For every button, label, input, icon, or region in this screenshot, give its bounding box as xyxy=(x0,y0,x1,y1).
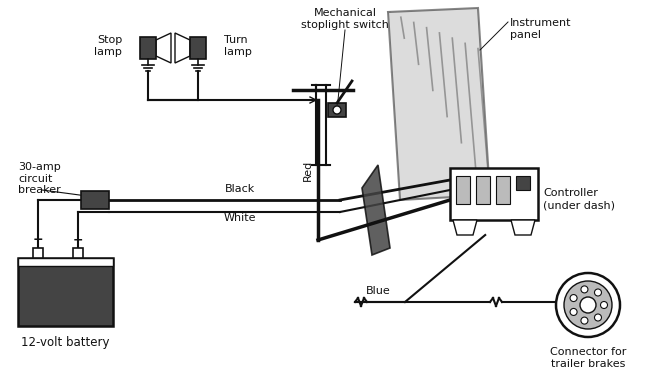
Text: Turn
lamp: Turn lamp xyxy=(224,35,252,57)
Bar xyxy=(140,37,156,59)
Polygon shape xyxy=(453,220,477,235)
Circle shape xyxy=(595,289,601,296)
Circle shape xyxy=(581,286,588,293)
FancyBboxPatch shape xyxy=(328,103,346,117)
Polygon shape xyxy=(175,33,190,63)
Polygon shape xyxy=(511,220,535,235)
Bar xyxy=(190,37,206,59)
Text: White: White xyxy=(224,213,256,223)
Polygon shape xyxy=(156,33,171,63)
Polygon shape xyxy=(362,165,390,255)
Text: 12-volt battery: 12-volt battery xyxy=(21,336,110,349)
Circle shape xyxy=(333,106,341,114)
Text: Stop
lamp: Stop lamp xyxy=(94,35,122,57)
Circle shape xyxy=(580,297,596,313)
Text: Controller
(under dash): Controller (under dash) xyxy=(543,188,615,210)
Text: Blue: Blue xyxy=(365,286,391,296)
Circle shape xyxy=(581,317,588,324)
Text: Mechanical
stoplight switch: Mechanical stoplight switch xyxy=(301,8,389,30)
Text: −: − xyxy=(73,233,83,246)
Text: Connector for
trailer brakes: Connector for trailer brakes xyxy=(550,347,626,369)
Bar xyxy=(516,176,530,190)
Circle shape xyxy=(570,309,577,315)
Circle shape xyxy=(564,281,612,329)
Polygon shape xyxy=(388,8,490,200)
FancyBboxPatch shape xyxy=(496,176,510,204)
Bar xyxy=(18,258,113,326)
Circle shape xyxy=(601,301,608,309)
Bar xyxy=(81,191,109,209)
Text: 30-amp
circuit
breaker: 30-amp circuit breaker xyxy=(18,162,60,195)
Bar xyxy=(33,248,43,258)
Circle shape xyxy=(570,294,577,302)
Bar xyxy=(73,248,83,258)
Bar xyxy=(18,258,113,266)
Text: Red: Red xyxy=(303,159,313,180)
Text: Instrument
panel: Instrument panel xyxy=(510,18,571,40)
Text: Black: Black xyxy=(225,184,255,194)
Circle shape xyxy=(595,314,601,321)
FancyBboxPatch shape xyxy=(476,176,490,204)
FancyBboxPatch shape xyxy=(450,168,538,220)
Circle shape xyxy=(556,273,620,337)
Text: +: + xyxy=(32,233,44,246)
FancyBboxPatch shape xyxy=(456,176,470,204)
